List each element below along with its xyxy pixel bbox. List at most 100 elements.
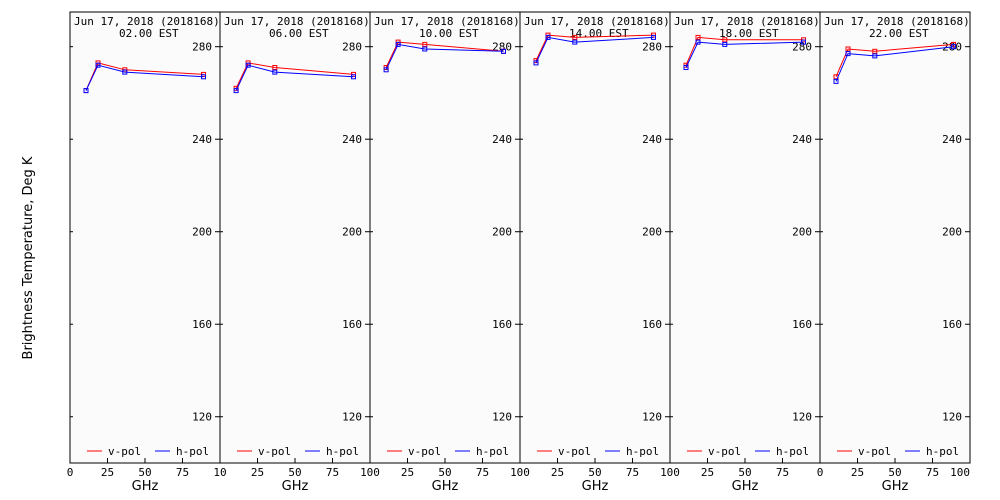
panel-title: Jun 17, 2018 (2018168)	[374, 15, 520, 28]
data-point-h-pol	[872, 53, 878, 59]
x-axis-title: GHz	[132, 479, 159, 494]
y-axis-title: Brightness Temperature, Deg K	[21, 156, 36, 359]
x-tick-label: 50	[288, 466, 301, 479]
x-tick-label: 0	[67, 466, 74, 479]
data-point-v-pol	[722, 37, 728, 43]
panel-subtitle: 02.00 EST	[119, 27, 179, 40]
plot-area	[69, 11, 221, 464]
legend-label-v-pol: v-pol	[408, 445, 441, 458]
x-tick-label: 100	[950, 466, 970, 479]
x-tick-label: 25	[101, 466, 114, 479]
series-line-v-pol	[385, 41, 504, 68]
data-point-h-pol	[722, 41, 728, 47]
y-tick-label: 200	[342, 226, 362, 239]
y-tick-label: 160	[492, 318, 512, 331]
x-tick-label: 75	[326, 466, 339, 479]
series-line-v-pol	[235, 62, 354, 89]
x-axis-title: GHz	[582, 479, 609, 494]
data-point-h-pol	[83, 88, 89, 94]
y-tick-label: 200	[792, 226, 812, 239]
y-tick-label: 160	[792, 318, 812, 331]
x-axis-title: GHz	[282, 479, 309, 494]
chart-panel-4: Jun 17, 2018 (2018168)14.00 EST 120 160 200…	[510, 11, 671, 494]
data-point-h-pol	[422, 46, 428, 52]
y-tick-label: 280	[192, 41, 212, 54]
plot-area	[819, 11, 971, 464]
x-tick-label: 50	[438, 466, 451, 479]
panel-title: Jun 17, 2018 (2018168)	[74, 15, 220, 28]
data-point-h-pol	[201, 74, 206, 80]
y-tick-label: 120	[342, 411, 362, 424]
y-tick-label: 120	[192, 411, 212, 424]
data-point-h-pol	[801, 39, 806, 45]
x-tick-label: 25	[251, 466, 264, 479]
data-point-v-pol	[695, 34, 701, 40]
x-tick-label: 100	[510, 466, 530, 479]
series-line-v-pol	[835, 43, 954, 77]
y-tick-label: 240	[192, 133, 212, 146]
data-point-h-pol	[572, 39, 578, 45]
y-tick-label: 120	[492, 411, 512, 424]
data-point-h-pol	[951, 44, 956, 50]
data-point-v-pol	[272, 65, 278, 70]
legend-label-h-pol: h-pol	[176, 445, 209, 458]
legend-label-h-pol: h-pol	[776, 445, 809, 458]
data-point-h-pol	[383, 67, 389, 73]
series-line-v-pol	[685, 36, 804, 66]
legend-label-v-pol: v-pol	[708, 445, 741, 458]
data-point-h-pol	[122, 69, 128, 75]
x-tick-label: 100	[660, 466, 680, 479]
legend-label-v-pol: v-pol	[558, 445, 591, 458]
x-axis-title: GHz	[432, 479, 459, 494]
data-point-h-pol	[845, 51, 851, 57]
panel-title: Jun 17, 2018 (2018168)	[824, 15, 970, 28]
x-tick-label: 75	[776, 466, 789, 479]
data-point-v-pol	[422, 41, 428, 47]
y-tick-label: 160	[642, 318, 662, 331]
legend-label-h-pol: h-pol	[326, 445, 359, 458]
legend-label-h-pol: h-pol	[476, 445, 509, 458]
panel-subtitle: 06.00 EST	[269, 27, 329, 40]
y-tick-label: 160	[342, 318, 362, 331]
data-point-v-pol	[572, 34, 578, 40]
data-point-h-pol	[233, 88, 239, 94]
x-tick-label: 75	[926, 466, 939, 479]
data-point-h-pol	[533, 60, 539, 66]
x-axis-title: GHz	[732, 479, 759, 494]
y-tick-label: 200	[942, 226, 962, 239]
panel-title: Jun 17, 2018 (2018168)	[224, 15, 370, 28]
panel-title: Jun 17, 2018 (2018168)	[524, 15, 670, 28]
y-tick-label: 120	[942, 411, 962, 424]
data-point-v-pol	[845, 46, 851, 52]
data-point-v-pol	[872, 48, 878, 54]
plot-area	[369, 11, 521, 464]
x-tick-label: 25	[401, 466, 414, 479]
panel-subtitle: 10.00 EST	[419, 27, 479, 40]
x-tick-label: 75	[476, 466, 489, 479]
series-line-h-pol	[835, 46, 954, 82]
data-point-h-pol	[95, 62, 101, 68]
y-tick-label: 200	[192, 226, 212, 239]
x-tick-label: 50	[138, 466, 151, 479]
x-tick-label: 50	[888, 466, 901, 479]
y-tick-label: 240	[492, 133, 512, 146]
plot-area	[519, 11, 671, 464]
plot-area	[219, 11, 371, 464]
x-axis-title: GHz	[882, 479, 909, 494]
y-tick-label: 240	[792, 133, 812, 146]
data-point-h-pol	[833, 78, 839, 84]
series-line-h-pol	[535, 36, 654, 64]
series-line-h-pol	[235, 64, 354, 91]
data-point-h-pol	[683, 65, 689, 70]
data-point-h-pol	[395, 41, 401, 47]
chart-panel-1: Jun 17, 2018 (2018168)02.00 EST 120 160 200…	[67, 11, 221, 494]
x-tick-label: 75	[626, 466, 639, 479]
y-tick-label: 120	[642, 411, 662, 424]
series-line-h-pol	[85, 64, 204, 91]
chart-panel-5: Jun 17, 2018 (2018168)18.00 EST 120 160 200…	[660, 11, 821, 494]
legend-label-v-pol: v-pol	[858, 445, 891, 458]
panel-subtitle: 18.00 EST	[719, 27, 779, 40]
chart-panel-2: Jun 17, 2018 (2018168)06.00 EST 120 160 200…	[213, 11, 371, 494]
x-tick-label: 75	[176, 466, 189, 479]
